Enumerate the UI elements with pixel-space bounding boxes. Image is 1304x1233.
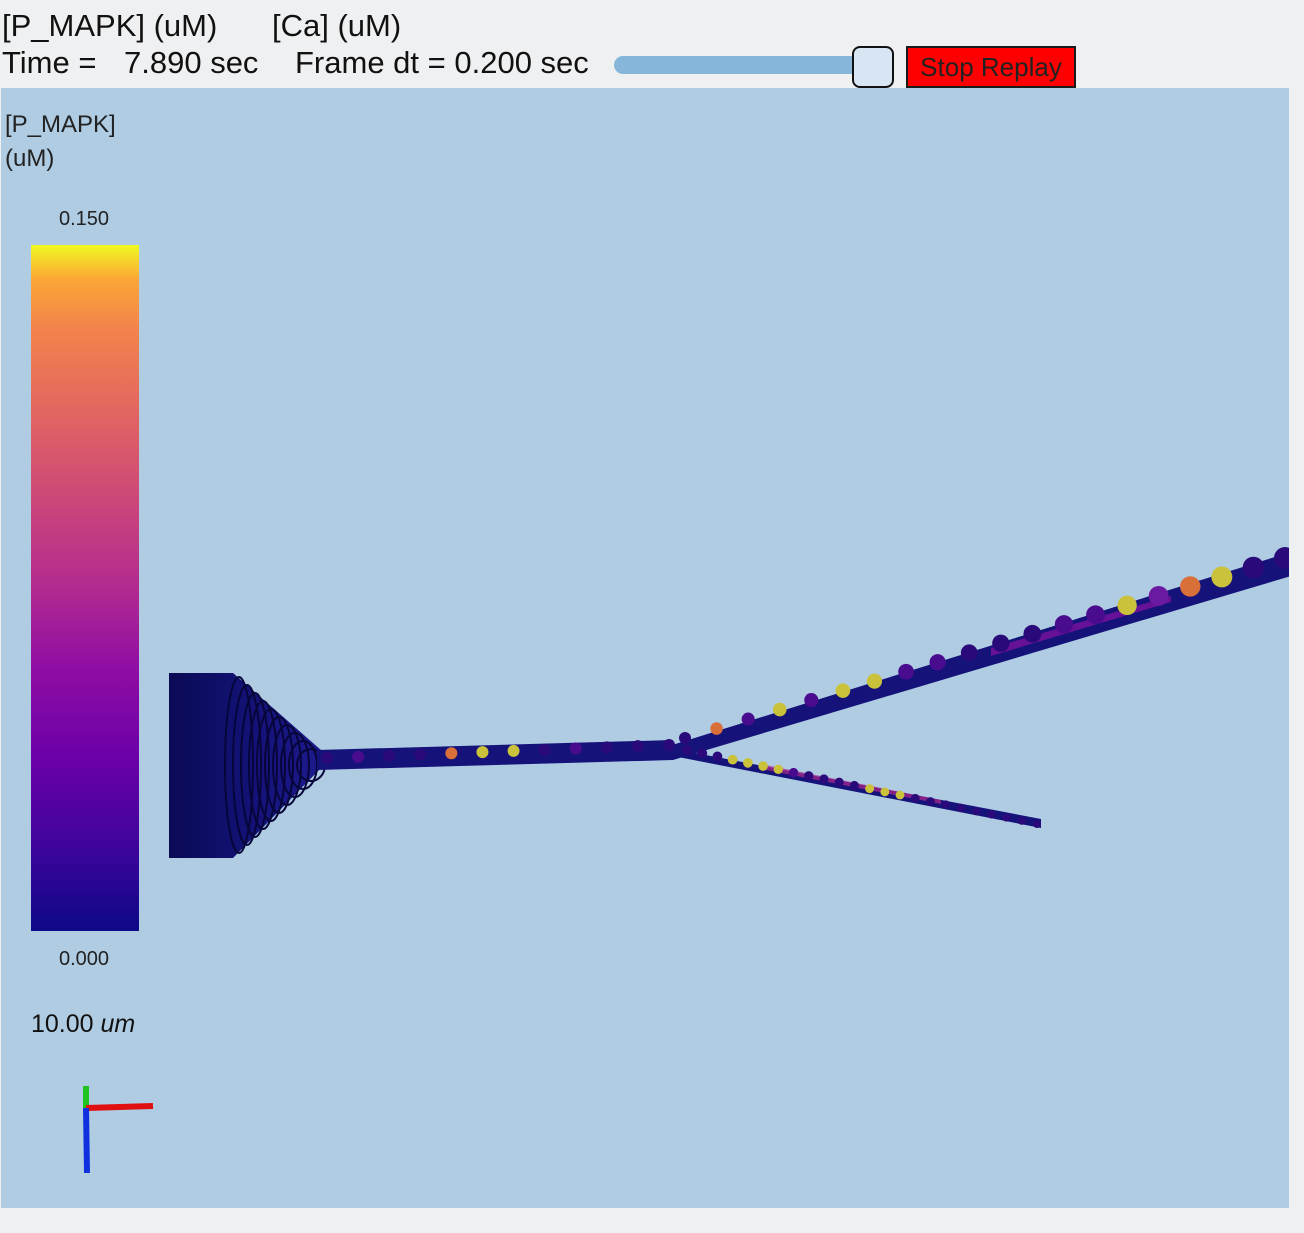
neuron-model bbox=[83, 547, 1289, 1174]
spine-head bbox=[1017, 816, 1026, 825]
scale-bar-value: 10.00 bbox=[31, 1010, 94, 1038]
colorbar-title: [P_MAPK] (uM) bbox=[5, 108, 116, 176]
spine-head bbox=[895, 790, 905, 800]
primary-dendrite bbox=[317, 740, 673, 770]
spine-head bbox=[697, 748, 708, 759]
colorbar bbox=[31, 245, 139, 931]
spine-head bbox=[835, 683, 851, 698]
spine-head bbox=[663, 739, 675, 751]
soma-ring bbox=[248, 700, 278, 830]
spine-head bbox=[414, 748, 427, 761]
spine-head bbox=[941, 800, 950, 809]
spine-head bbox=[507, 744, 520, 757]
spine-head bbox=[682, 745, 692, 755]
spine-head bbox=[929, 654, 946, 671]
soma-ring bbox=[232, 684, 262, 846]
spine-head bbox=[849, 780, 859, 790]
spine-head bbox=[352, 750, 365, 763]
soma-ring bbox=[272, 724, 302, 806]
spine-head bbox=[321, 752, 333, 764]
colorbar-title-line1: [P_MAPK] bbox=[5, 111, 116, 138]
spine-head bbox=[1211, 566, 1233, 588]
spine-head bbox=[866, 673, 883, 689]
frame-dt-label: Frame dt = 0.200 sec bbox=[295, 45, 589, 80]
spine-head bbox=[773, 764, 784, 775]
spine-head bbox=[971, 806, 981, 816]
spine-head bbox=[804, 771, 814, 781]
3d-viewport[interactable]: [P_MAPK] (uM) 0.150 0.000 10.00 um bbox=[1, 88, 1289, 1208]
tab-p-mapk[interactable]: [P_MAPK] (uM) bbox=[2, 8, 218, 43]
spine-head bbox=[910, 793, 920, 803]
scale-bar-unit: um bbox=[100, 1010, 136, 1038]
spine-head bbox=[710, 722, 723, 735]
soma-ring bbox=[224, 676, 254, 854]
spine-head bbox=[727, 754, 738, 765]
spine-head bbox=[1023, 624, 1042, 643]
spine-head bbox=[898, 663, 914, 680]
spine-head bbox=[758, 761, 768, 771]
soma bbox=[169, 673, 321, 858]
spine-head bbox=[1002, 813, 1011, 822]
time-label: Time = bbox=[2, 45, 97, 80]
spine-head bbox=[1117, 595, 1137, 616]
dendritic-spines bbox=[321, 547, 1289, 828]
spine-head bbox=[880, 787, 890, 797]
spine-head bbox=[631, 740, 644, 753]
upper-branch-hotspot bbox=[991, 596, 1171, 656]
spine-head bbox=[956, 803, 966, 813]
spine-head bbox=[1054, 615, 1074, 634]
colorbar-max-label: 0.150 bbox=[59, 208, 110, 230]
time-value: 7.890 sec bbox=[124, 45, 259, 80]
colorbar-min-label: 0.000 bbox=[59, 948, 110, 970]
spine-head bbox=[600, 741, 613, 754]
tab-ca[interactable]: [Ca] (uM) bbox=[272, 8, 402, 43]
spine-head bbox=[1086, 605, 1105, 625]
spine-head bbox=[834, 777, 844, 787]
spine-head bbox=[926, 797, 935, 806]
orientation-axes bbox=[83, 1086, 154, 1174]
stop-replay-button[interactable]: Stop Replay bbox=[906, 46, 1076, 88]
soma-ring bbox=[280, 732, 310, 798]
spine-head bbox=[1148, 585, 1169, 606]
soma-ring bbox=[256, 708, 286, 822]
colorbar-title-line2: (uM) bbox=[5, 145, 55, 172]
soma-ring bbox=[240, 692, 270, 838]
spine-head bbox=[865, 784, 875, 794]
spine-head bbox=[476, 746, 489, 759]
spine-head bbox=[712, 751, 723, 762]
time-status-row: Time = 7.890 sec Frame dt = 0.200 sec bbox=[2, 45, 1302, 85]
replay-slider-track[interactable] bbox=[614, 56, 886, 74]
spine-head bbox=[1242, 556, 1265, 579]
spine-head bbox=[741, 712, 755, 726]
soma-rings bbox=[224, 676, 326, 854]
replay-slider-handle[interactable] bbox=[851, 46, 894, 88]
spine-head bbox=[772, 702, 787, 717]
scale-bar-label: 10.00 um bbox=[31, 1010, 135, 1039]
soma-ring bbox=[264, 716, 294, 814]
spine-head bbox=[960, 644, 978, 662]
spine-head bbox=[788, 767, 799, 778]
spine-head bbox=[1180, 576, 1201, 597]
spine-head bbox=[383, 749, 396, 762]
spine-head bbox=[538, 743, 551, 756]
spine-head bbox=[445, 747, 458, 760]
spine-head bbox=[679, 732, 691, 744]
spine-head bbox=[804, 693, 819, 708]
spine-head bbox=[743, 758, 753, 768]
spine-head bbox=[819, 774, 829, 784]
spine-head bbox=[992, 634, 1010, 652]
spine-head bbox=[1033, 820, 1041, 828]
spine-head bbox=[569, 742, 582, 755]
spine-head bbox=[987, 810, 996, 819]
spine-head bbox=[1274, 547, 1289, 569]
